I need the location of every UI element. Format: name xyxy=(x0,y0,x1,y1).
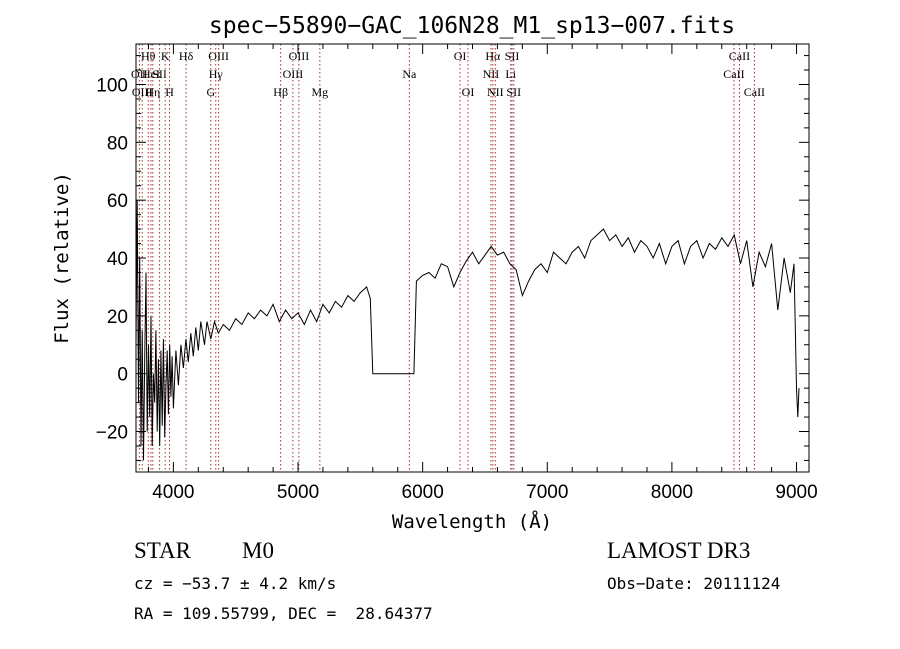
x-tick-label-5: 9000 xyxy=(775,482,817,503)
spectral-line-label-6: K xyxy=(161,49,170,63)
spectral-line-label-12: Hβ xyxy=(273,85,288,99)
spectral-line-label-0: OII xyxy=(131,67,148,81)
spectral-line-label-14: OIII xyxy=(289,49,310,63)
spectral-line-label-19: NII xyxy=(483,67,500,81)
plot-frame xyxy=(135,43,810,473)
redshift-velocity: cz = −53.7 ± 4.2 km/s xyxy=(134,574,337,593)
spectral-line-label-2: Hθ xyxy=(141,49,156,63)
spectrum-series-0 xyxy=(135,200,800,461)
y-tick-label-2: 20 xyxy=(107,307,128,328)
x-tick-label-2: 6000 xyxy=(402,482,444,503)
spectral-line-label-25: CaII xyxy=(723,67,744,81)
y-tick-label-4: 60 xyxy=(107,191,128,212)
coordinates: RA = 109.55799, DEC = 28.64377 xyxy=(134,604,433,623)
spectral-line-label-26: CaII xyxy=(729,49,750,63)
spectral-line-markers: OII OIII Hθ HeI Hη SII K H Hδ G Hγ OIII Hβ OIII OIII Mg… xyxy=(131,44,765,472)
spectral-line-label-3: HeI xyxy=(142,67,160,81)
x-tick-label-3: 7000 xyxy=(526,482,568,503)
object-subclass: M0 xyxy=(242,538,274,563)
spectral-line-label-11: OIII xyxy=(208,49,229,63)
y-tick-label-3: 40 xyxy=(107,249,128,270)
spectral-line-label-23: SII xyxy=(505,49,520,63)
y-tick-label-0: −20 xyxy=(96,423,128,444)
spectral-line-label-21: NII xyxy=(487,85,504,99)
x-axis-title: Wavelength (Å) xyxy=(392,510,552,533)
series-layer xyxy=(135,200,800,461)
spectral-line-label-9: G xyxy=(206,85,215,99)
x-tick-label-1: 5000 xyxy=(277,482,319,503)
object-class: STAR xyxy=(134,538,191,563)
spectral-line-label-13: OIII xyxy=(283,67,304,81)
spectral-line-label-17: OI xyxy=(454,49,467,63)
chart-title: spec−55890−GAC_106N28_M1_sp13−007.fits xyxy=(209,13,735,39)
y-axis-title: Flux (relative) xyxy=(51,172,73,344)
spectral-line-label-8: Hδ xyxy=(179,49,194,63)
spectral-line-label-22: Li xyxy=(505,67,516,81)
observation-date: Obs−Date: 20111124 xyxy=(607,574,781,593)
spectral-line-label-4: Hη xyxy=(145,85,160,99)
x-tick-label-4: 8000 xyxy=(651,482,693,503)
y-tick-label-1: 0 xyxy=(117,365,128,386)
x-tick-label-0: 4000 xyxy=(152,482,194,503)
spectral-line-label-5: SII xyxy=(152,67,167,81)
spectral-line-label-20: Hα xyxy=(485,49,501,63)
spectral-line-label-10: Hγ xyxy=(209,67,224,81)
spectral-line-label-24: SII xyxy=(506,85,521,99)
spectral-line-label-18: OI xyxy=(462,85,475,99)
spectral-line-label-16: Na xyxy=(402,67,417,81)
spectral-line-label-1: OIII xyxy=(132,85,153,99)
y-tick-label-5: 80 xyxy=(107,133,128,154)
axis-ticks: 4000 5000 6000 7000 8000 9000 −20 0 20 40 60 80 100 xyxy=(96,44,818,503)
spectral-line-label-27: CaII xyxy=(744,85,765,99)
y-tick-label-6: 100 xyxy=(96,75,128,96)
spectral-line-label-15: Mg xyxy=(311,85,328,99)
spectral-line-label-7: H xyxy=(165,85,174,99)
survey-name: LAMOST DR3 xyxy=(607,538,751,563)
